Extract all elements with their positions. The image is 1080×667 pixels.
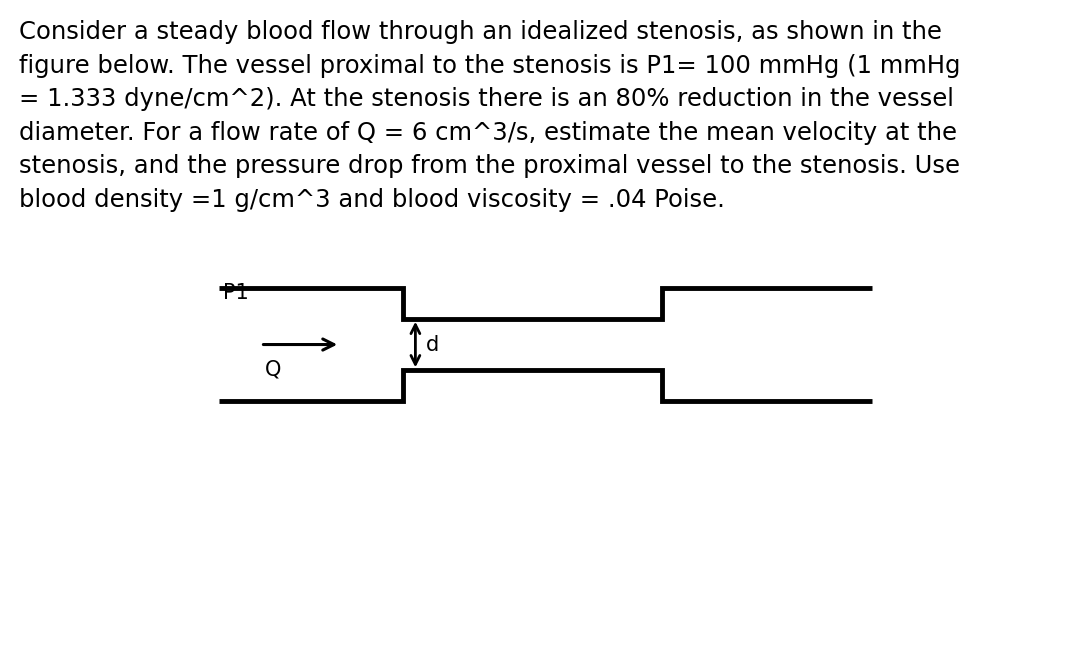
Text: Consider a steady blood flow through an idealized stenosis, as shown in the
figu: Consider a steady blood flow through an … bbox=[19, 20, 961, 211]
Text: Q: Q bbox=[265, 360, 281, 380]
Text: P1: P1 bbox=[222, 283, 248, 303]
Text: d: d bbox=[427, 335, 440, 355]
